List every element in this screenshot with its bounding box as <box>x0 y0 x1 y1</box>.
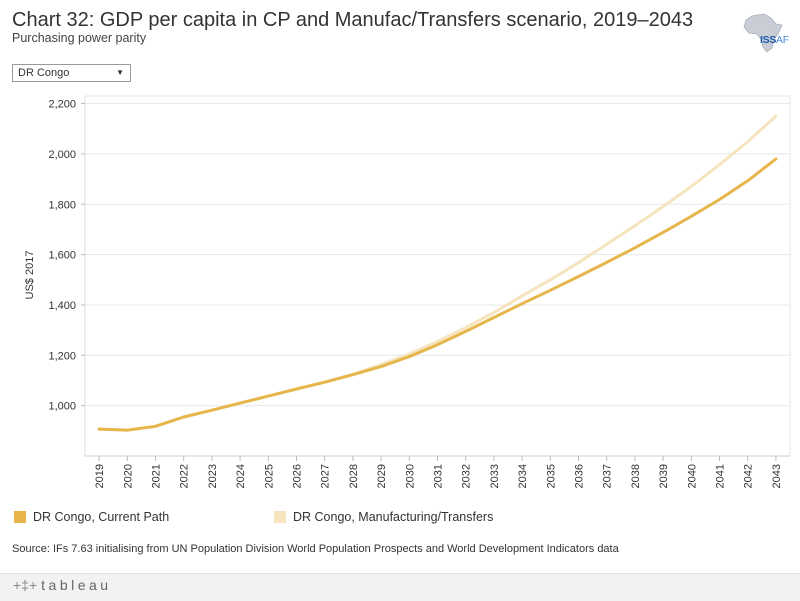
y-tick-label: 2,200 <box>48 99 76 111</box>
series-line-dr-congo-manufacturing-transfers[interactable] <box>97 114 778 432</box>
x-tick-label: 2031 <box>433 464 445 488</box>
chart-subtitle: Purchasing power parity <box>12 31 147 45</box>
tableau-footer: +‡+ tableau <box>0 573 800 601</box>
country-dropdown[interactable]: DR Congo ▼ <box>12 64 131 82</box>
x-tick-label: 2038 <box>630 464 642 488</box>
x-tick-label: 2019 <box>94 464 106 488</box>
legend-item-manufacturing-transfers[interactable]: DR Congo, Manufacturing/Transfers <box>274 510 493 524</box>
x-tick-label: 2043 <box>771 464 783 488</box>
legend-swatch-manufacturing-transfers <box>274 511 286 523</box>
legend-item-current-path[interactable]: DR Congo, Current Path <box>14 510 169 524</box>
x-tick-label: 2036 <box>574 464 586 488</box>
caret-down-icon: ▼ <box>116 68 124 77</box>
x-tick-label: 2022 <box>179 464 191 488</box>
legend-swatch-current-path <box>14 511 26 523</box>
x-tick-label: 2027 <box>320 464 332 488</box>
x-tick-label: 2028 <box>348 464 360 488</box>
logo-af: AF <box>776 34 789 46</box>
x-tick-label: 2026 <box>292 464 304 488</box>
country-dropdown-value: DR Congo <box>18 67 70 79</box>
series-line-dr-congo-current-path[interactable] <box>97 157 778 432</box>
line-chart: 1,000 1,200 1,400 1,600 1,800 2,000 2,200 2019… <box>24 95 791 488</box>
x-tick-label: 2021 <box>151 464 163 488</box>
logo-text: ISSAF <box>760 34 789 46</box>
x-tick-label: 2024 <box>235 464 247 488</box>
y-tick-label: 1,600 <box>48 250 76 262</box>
x-tick-label: 2040 <box>686 464 698 488</box>
y-tick-label: 1,200 <box>48 350 76 362</box>
legend-label-current-path: DR Congo, Current Path <box>33 510 170 524</box>
chart-title: Chart 32: GDP per capita in CP and Manuf… <box>12 9 694 31</box>
tableau-wordmark: tableau <box>41 577 112 593</box>
x-tick-label: 2034 <box>517 464 529 488</box>
y-axis-label: US$ 2017 <box>24 251 36 300</box>
x-tick-label: 2032 <box>461 464 473 488</box>
x-tick-label: 2041 <box>715 464 727 488</box>
y-tick-label: 1,800 <box>48 199 76 211</box>
x-tick-label: 2030 <box>404 464 416 488</box>
source-note: Source: IFs 7.63 initialising from UN Po… <box>12 543 619 555</box>
x-tick-label: 2023 <box>207 464 219 488</box>
legend-label-manufacturing-transfers: DR Congo, Manufacturing/Transfers <box>293 510 494 524</box>
africa-map-logo-icon <box>743 13 783 53</box>
x-tick-label: 2037 <box>602 464 614 488</box>
tableau-logo[interactable]: +‡+ tableau <box>13 577 112 593</box>
x-tick-label: 2033 <box>489 464 501 488</box>
y-tick-label: 1,000 <box>48 401 76 413</box>
x-tick-label: 2029 <box>376 464 388 488</box>
x-tick-label: 2042 <box>743 464 755 488</box>
x-tick-label: 2039 <box>658 464 670 488</box>
y-tick-label: 1,400 <box>48 300 76 312</box>
x-tick-label: 2020 <box>122 464 134 488</box>
y-tick-label: 2,000 <box>48 149 76 161</box>
x-tick-label: 2035 <box>545 464 557 488</box>
logo-iss: ISS <box>760 34 777 46</box>
tableau-plus-icon: +‡+ <box>13 577 38 593</box>
x-tick-label: 2025 <box>263 464 275 488</box>
